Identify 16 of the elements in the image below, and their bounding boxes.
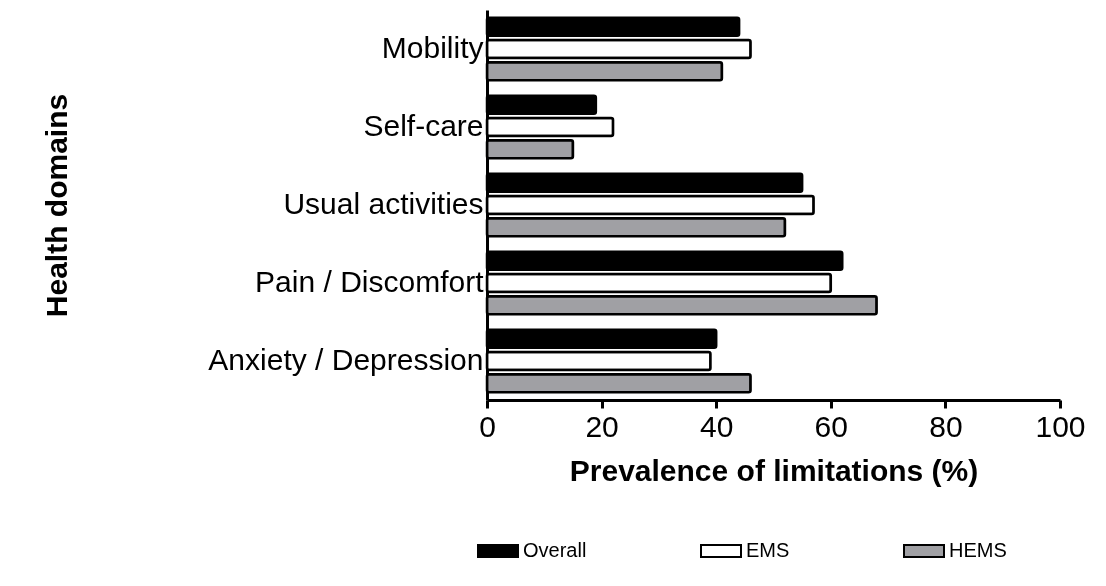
y-tick-label: Pain / Discomfort bbox=[255, 265, 485, 298]
y-tick-label: Anxiety / Depression bbox=[208, 343, 484, 376]
x-tick-label: 80 bbox=[929, 409, 963, 443]
x-tick-label: 100 bbox=[1035, 409, 1086, 443]
x-tick-label: 20 bbox=[585, 409, 619, 443]
x-tick-label: 40 bbox=[700, 409, 734, 443]
y-axis-title: Health domains bbox=[39, 93, 73, 318]
y-tick-label: Self-care bbox=[363, 109, 484, 142]
y-tick-label: Mobility bbox=[381, 31, 484, 64]
x-axis-title: Prevalence of limitations (%) bbox=[569, 453, 979, 487]
legend-label: HEMS bbox=[949, 539, 1007, 561]
x-tick-label: 60 bbox=[814, 409, 848, 443]
y-tick-label: Usual activities bbox=[283, 187, 484, 220]
x-tick-label: 0 bbox=[479, 409, 496, 443]
legend-label: Overall bbox=[523, 539, 587, 561]
legend-label: EMS bbox=[746, 539, 790, 561]
